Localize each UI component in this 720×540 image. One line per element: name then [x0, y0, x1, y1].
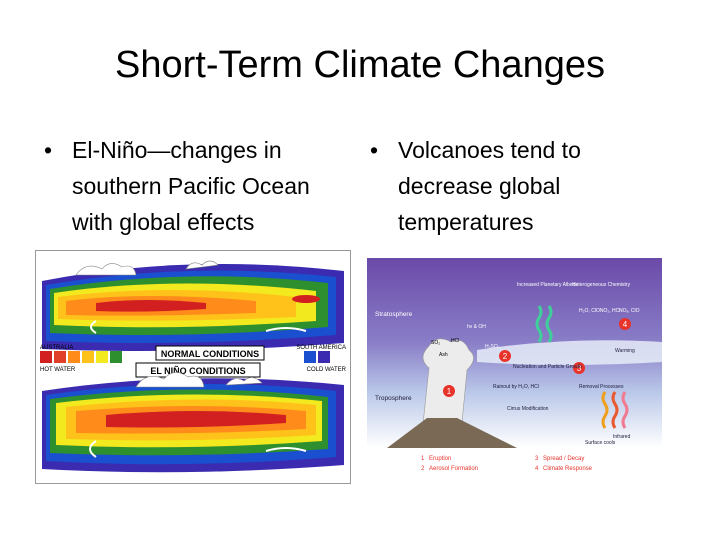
svg-text:1: 1 [447, 387, 452, 396]
svg-text:1: 1 [421, 456, 425, 462]
slide-title: Short-Term Climate Changes [115, 44, 605, 86]
marker-2 [499, 350, 511, 362]
normal-conditions-label: NORMAL CONDITIONS [161, 349, 259, 359]
marker-1 [443, 385, 455, 397]
svg-text:4: 4 [535, 466, 539, 472]
surface-cools-label: Surface cools [585, 440, 616, 446]
south-america-label: SOUTH AMERICA [296, 345, 346, 351]
cirrus-label: Cirrus Modification [507, 406, 549, 412]
svg-text:3: 3 [577, 364, 582, 373]
legend-aerosol-formation: Aerosol Formation [429, 466, 478, 472]
bullet-text: Volcanoes tend to decrease global temper… [398, 137, 581, 235]
elnino-conditions-slab [42, 372, 344, 473]
chem-list-label: H₂O, ClONO₂, HCl [579, 308, 620, 314]
svg-text:4: 4 [623, 320, 628, 329]
bullet-dot: • [44, 137, 53, 163]
h2so4-label: H₂SO₄ [485, 344, 500, 350]
heterogeneous-chemistry-label: Heterogeneous Chemistry [572, 282, 631, 288]
svg-text:3: 3 [535, 456, 539, 462]
bullet-elnino: • El-Niño—changes in southern Pacific Oc… [44, 132, 344, 240]
bullet-dot: • [370, 137, 379, 163]
color-legend [40, 351, 330, 363]
legend-eruption: Eruption [429, 456, 451, 462]
ash-label: Ash [439, 352, 448, 358]
bullet-volcanoes: • Volcanoes tend to decrease global temp… [370, 132, 670, 240]
chem-right-label: NOₓ, ClO [619, 308, 640, 314]
elnino-diagram: NORMAL CONDITIONS AUSTRALIA SOUTH AMERIC… [35, 250, 351, 484]
svg-text:2: 2 [503, 352, 508, 361]
rainout-left-label: Rainout by H₂O, HCl [493, 384, 539, 390]
hot-water-label: HOT WATER [40, 367, 76, 373]
legend-spread-decay: Spread / Decay [543, 456, 584, 462]
rainout-right-label: Removal Processes [579, 384, 624, 390]
legend-climate-response: Climate Response [543, 466, 593, 472]
marker-4 [619, 318, 631, 330]
marker-3 [573, 362, 585, 374]
volcano-legend: 1 Eruption 2 Aerosol Formation 3 Spread … [421, 456, 593, 472]
bullet-text: El-Niño—changes in southern Pacific Ocea… [72, 137, 310, 235]
infrared-label: Infrared [613, 434, 630, 440]
australia-label: AUSTRALIA [40, 345, 73, 351]
elnino-conditions-label: EL NIÑO CONDITIONS [150, 366, 245, 376]
svg-text:2: 2 [421, 466, 425, 472]
warming-label: Warming [615, 348, 635, 354]
cold-water-label: COLD WATER [307, 367, 347, 373]
stratosphere-label: Stratosphere [375, 311, 413, 318]
nucleation-label: Nucleation and Particle Growth [513, 364, 582, 370]
normal-conditions-slab [42, 260, 344, 351]
volcano-diagram: 1 2 3 4 Stratosphere Troposphere Increas… [367, 258, 662, 476]
increased-albedo-label: Increased Planetary Albedo [517, 282, 578, 288]
hv-oh-label: hν & OH [467, 324, 486, 330]
hcl-label: HCl [451, 338, 459, 344]
troposphere-label: Troposphere [375, 395, 412, 402]
so2-label: SO₂ [431, 340, 440, 346]
